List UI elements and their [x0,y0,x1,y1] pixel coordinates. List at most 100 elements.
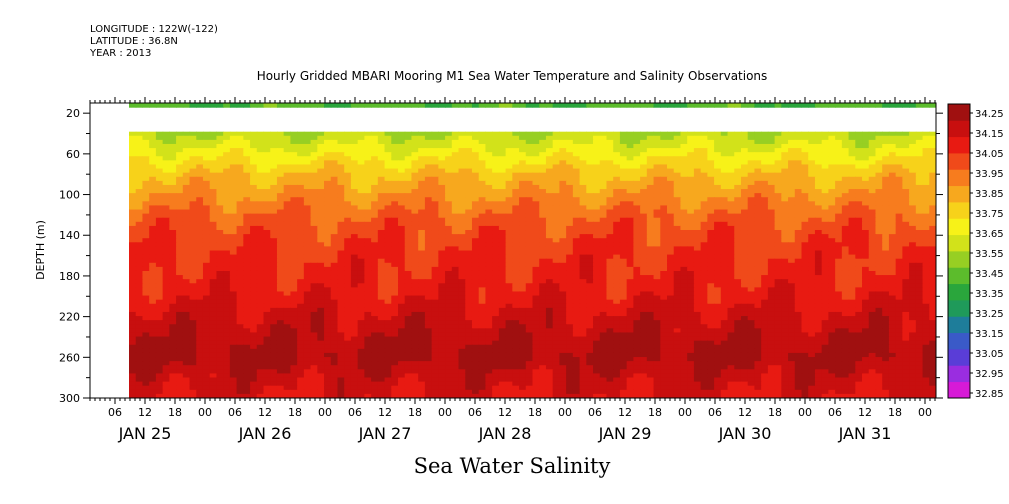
salinity-cell [673,246,682,252]
salinity-cell [841,283,850,288]
salinity-cell [848,180,856,186]
salinity-cell [660,176,668,182]
salinity-cell [788,189,796,194]
salinity-cell [579,152,587,157]
salinity-cell [646,209,655,215]
salinity-cell [149,242,157,248]
salinity-cell [297,148,305,153]
salinity-cell [263,225,271,231]
salinity-cell [404,176,413,182]
salinity-cell [593,230,601,235]
salinity-cell [613,242,621,248]
salinity-cell [196,279,204,284]
salinity-cell [545,201,554,207]
salinity-cell [384,217,392,223]
salinity-cell [505,152,513,157]
salinity-cell [545,230,554,235]
salinity-cell [673,254,682,260]
salinity-cell [552,103,560,108]
salinity-cell [747,131,756,137]
salinity-cell [176,221,184,227]
salinity-cell [545,291,554,297]
salinity-cell [438,262,446,268]
salinity-cell [135,180,144,186]
salinity-cell [485,131,493,137]
salinity-cell [465,230,473,235]
salinity-cell [229,279,238,284]
salinity-cell [552,221,560,227]
salinity-cell [633,193,641,198]
salinity-cell [270,131,278,137]
salinity-cell [155,103,164,108]
salinity-cell [720,217,729,223]
salinity-cell [727,135,735,141]
salinity-cell [680,135,688,141]
salinity-cell [149,213,157,219]
salinity-cell [492,217,500,223]
salinity-cell [438,131,446,137]
salinity-cell [539,184,547,190]
salinity-cell [586,184,594,190]
salinity-cell [774,283,782,288]
salinity-cell [808,279,816,284]
salinity-cell [270,201,278,207]
salinity-cell [364,258,372,264]
salinity-cell [451,262,460,268]
salinity-cell [344,225,352,231]
salinity-cell [552,201,560,207]
salinity-cell [424,230,433,235]
salinity-cell [297,213,305,219]
salinity-cell [418,160,426,166]
salinity-cell [586,238,594,243]
salinity-cell [189,103,197,108]
salinity-cell [566,205,574,211]
salinity-cell [492,131,500,137]
salinity-cell [754,238,762,243]
salinity-cell [902,266,910,272]
salinity-cell [391,295,399,301]
salinity-cell [572,295,581,301]
salinity-cell [821,139,829,145]
salinity-cell [888,184,897,190]
salinity-cell [640,180,648,186]
salinity-cell [176,279,184,284]
salinity-cell [431,242,439,248]
salinity-cell [734,234,742,239]
salinity-cell [357,156,365,161]
salinity-cell [841,131,850,137]
salinity-cell [727,221,735,227]
salinity-cell [525,184,534,190]
salinity-cell [263,152,271,157]
salinity-cell [525,193,534,198]
salinity-cell [545,103,554,108]
salinity-cell [593,291,601,297]
salinity-cell [862,180,870,186]
salinity-cell [700,275,708,280]
salinity-cell [492,242,500,248]
salinity-cell [162,209,170,215]
salinity-cell [909,250,917,256]
salinity-cell [929,291,936,297]
salinity-cell [862,148,870,153]
salinity-cell [835,225,843,231]
salinity-cell [902,201,910,207]
salinity-cell [129,209,137,215]
salinity-cell [572,172,581,178]
salinity-cell [888,283,897,288]
salinity-cell [814,279,823,284]
salinity-cell [283,238,291,243]
salinity-cell [734,246,742,252]
salinity-cell [835,139,843,145]
salinity-cell [371,184,379,190]
salinity-cell [660,197,668,202]
salinity-cell [492,160,500,166]
salinity-cell [747,180,756,186]
salinity-cell [398,234,406,239]
salinity-cell [169,225,177,231]
salinity-cell [243,258,251,264]
salinity-cell [478,139,487,145]
salinity-cell [223,135,231,141]
salinity-cell [774,254,782,260]
salinity-cell [398,270,406,276]
